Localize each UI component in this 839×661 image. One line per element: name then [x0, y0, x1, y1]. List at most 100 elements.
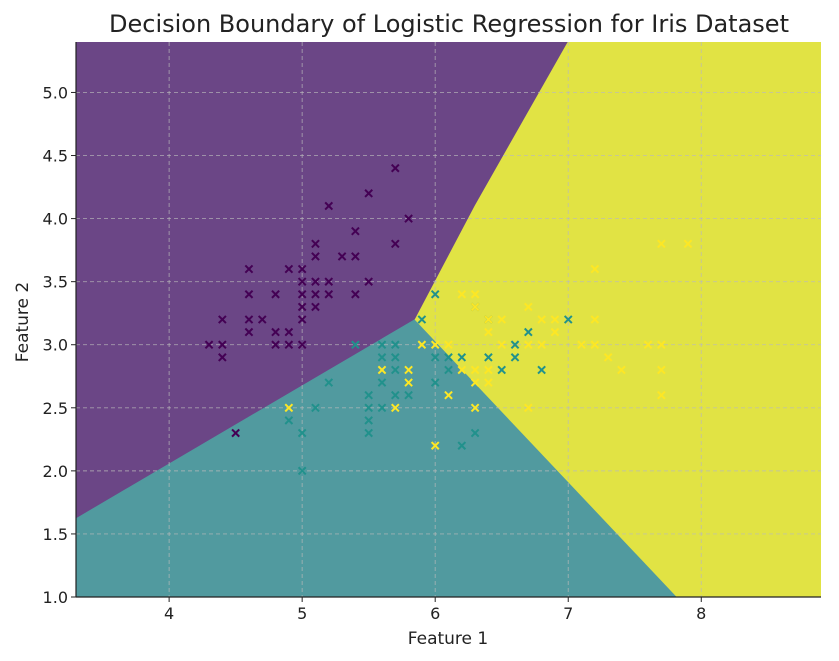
- y-axis-label: Feature 2: [13, 282, 33, 362]
- y-tick-label: 4.5: [43, 147, 68, 166]
- point-class-0: [284, 264, 294, 274]
- point-class-0: [364, 277, 373, 286]
- point-class-1: [390, 390, 400, 400]
- point-class-1: [457, 353, 467, 362]
- y-tick-label: 1.5: [43, 525, 68, 544]
- point-class-2: [617, 365, 626, 375]
- point-class-2: [590, 264, 600, 274]
- point-class-0: [297, 277, 307, 286]
- point-class-0: [297, 302, 307, 312]
- point-class-1: [444, 353, 453, 362]
- point-class-0: [218, 353, 227, 362]
- point-class-2: [444, 390, 453, 400]
- point-class-0: [311, 302, 320, 312]
- point-class-2: [470, 302, 480, 312]
- point-class-1: [390, 353, 400, 362]
- point-class-2: [683, 239, 693, 249]
- axes: [75, 42, 821, 598]
- point-class-2: [457, 365, 467, 375]
- scatter-points: [204, 163, 693, 476]
- point-class-2: [430, 441, 440, 450]
- point-class-1: [364, 416, 373, 425]
- point-class-2: [377, 365, 387, 375]
- point-class-0: [244, 315, 254, 324]
- point-class-0: [390, 239, 400, 249]
- y-tick-label: 2.0: [43, 462, 68, 481]
- point-class-0: [244, 264, 254, 274]
- y-tick-label: 3.5: [43, 273, 68, 292]
- point-class-0: [218, 315, 227, 324]
- point-class-1: [364, 428, 373, 438]
- point-class-1: [497, 365, 507, 375]
- point-class-0: [297, 340, 307, 350]
- point-class-2: [444, 340, 453, 350]
- chart-title: Decision Boundary of Logistic Regression…: [109, 10, 789, 38]
- point-class-2: [484, 327, 493, 337]
- x-axis-ticks: 4 5 6 7 8: [164, 597, 706, 623]
- point-class-2: [484, 365, 493, 375]
- region-class-2: [414, 42, 821, 597]
- point-class-2: [390, 403, 400, 413]
- point-class-0: [324, 201, 334, 211]
- x-axis-label: Feature 1: [408, 629, 488, 649]
- y-tick-label: 3.0: [43, 336, 68, 355]
- point-class-2: [470, 365, 480, 375]
- point-class-2: [603, 353, 613, 362]
- point-class-1: [430, 353, 440, 362]
- point-class-1: [364, 390, 373, 400]
- x-tick-label: 5: [297, 604, 307, 623]
- point-class-1: [390, 340, 400, 350]
- point-class-2: [497, 340, 507, 350]
- decision-regions: [76, 42, 821, 597]
- point-class-2: [524, 302, 533, 312]
- point-class-0: [364, 189, 373, 198]
- point-class-0: [390, 163, 400, 173]
- y-axis-ticks: 1.0 1.5 2.0 2.5 3.0 3.5 4.0 4.5 5.0: [43, 83, 76, 607]
- x-tick-label: 7: [563, 604, 573, 623]
- point-class-0: [297, 315, 307, 324]
- point-class-0: [351, 226, 360, 236]
- point-class-0: [311, 239, 320, 249]
- x-tick-label: 6: [430, 604, 440, 623]
- point-class-2: [457, 289, 467, 299]
- point-class-0: [231, 428, 240, 438]
- point-class-0: [311, 277, 320, 286]
- point-class-1: [324, 378, 334, 387]
- point-class-2: [590, 315, 600, 324]
- point-class-1: [430, 378, 440, 387]
- point-class-1: [377, 340, 387, 350]
- point-class-2: [590, 340, 600, 350]
- point-class-2: [643, 340, 653, 350]
- point-class-0: [311, 252, 320, 261]
- point-class-0: [271, 327, 280, 337]
- point-class-0: [404, 214, 413, 223]
- point-class-0: [337, 252, 347, 261]
- point-class-0: [324, 289, 334, 299]
- point-class-2: [537, 340, 546, 350]
- point-class-1: [297, 428, 307, 438]
- point-class-1: [311, 403, 320, 413]
- point-class-0: [351, 252, 360, 261]
- point-class-2: [497, 315, 507, 324]
- point-class-2: [404, 365, 413, 375]
- point-class-0: [257, 315, 267, 324]
- point-class-1: [510, 353, 520, 362]
- point-class-2: [417, 340, 427, 350]
- point-class-1: [417, 315, 427, 324]
- point-class-0: [297, 264, 307, 274]
- point-class-2: [484, 315, 493, 324]
- point-class-0: [244, 289, 254, 299]
- point-class-0: [271, 289, 280, 299]
- point-class-2: [284, 403, 294, 413]
- point-class-1: [377, 353, 387, 362]
- point-class-1: [297, 466, 307, 476]
- point-class-0: [351, 289, 360, 299]
- point-class-1: [430, 289, 440, 299]
- point-class-2: [550, 315, 560, 324]
- y-tick-label: 1.0: [43, 588, 68, 607]
- point-class-1: [563, 315, 573, 324]
- point-class-1: [351, 340, 360, 350]
- point-class-0: [204, 340, 214, 350]
- point-class-2: [657, 365, 666, 375]
